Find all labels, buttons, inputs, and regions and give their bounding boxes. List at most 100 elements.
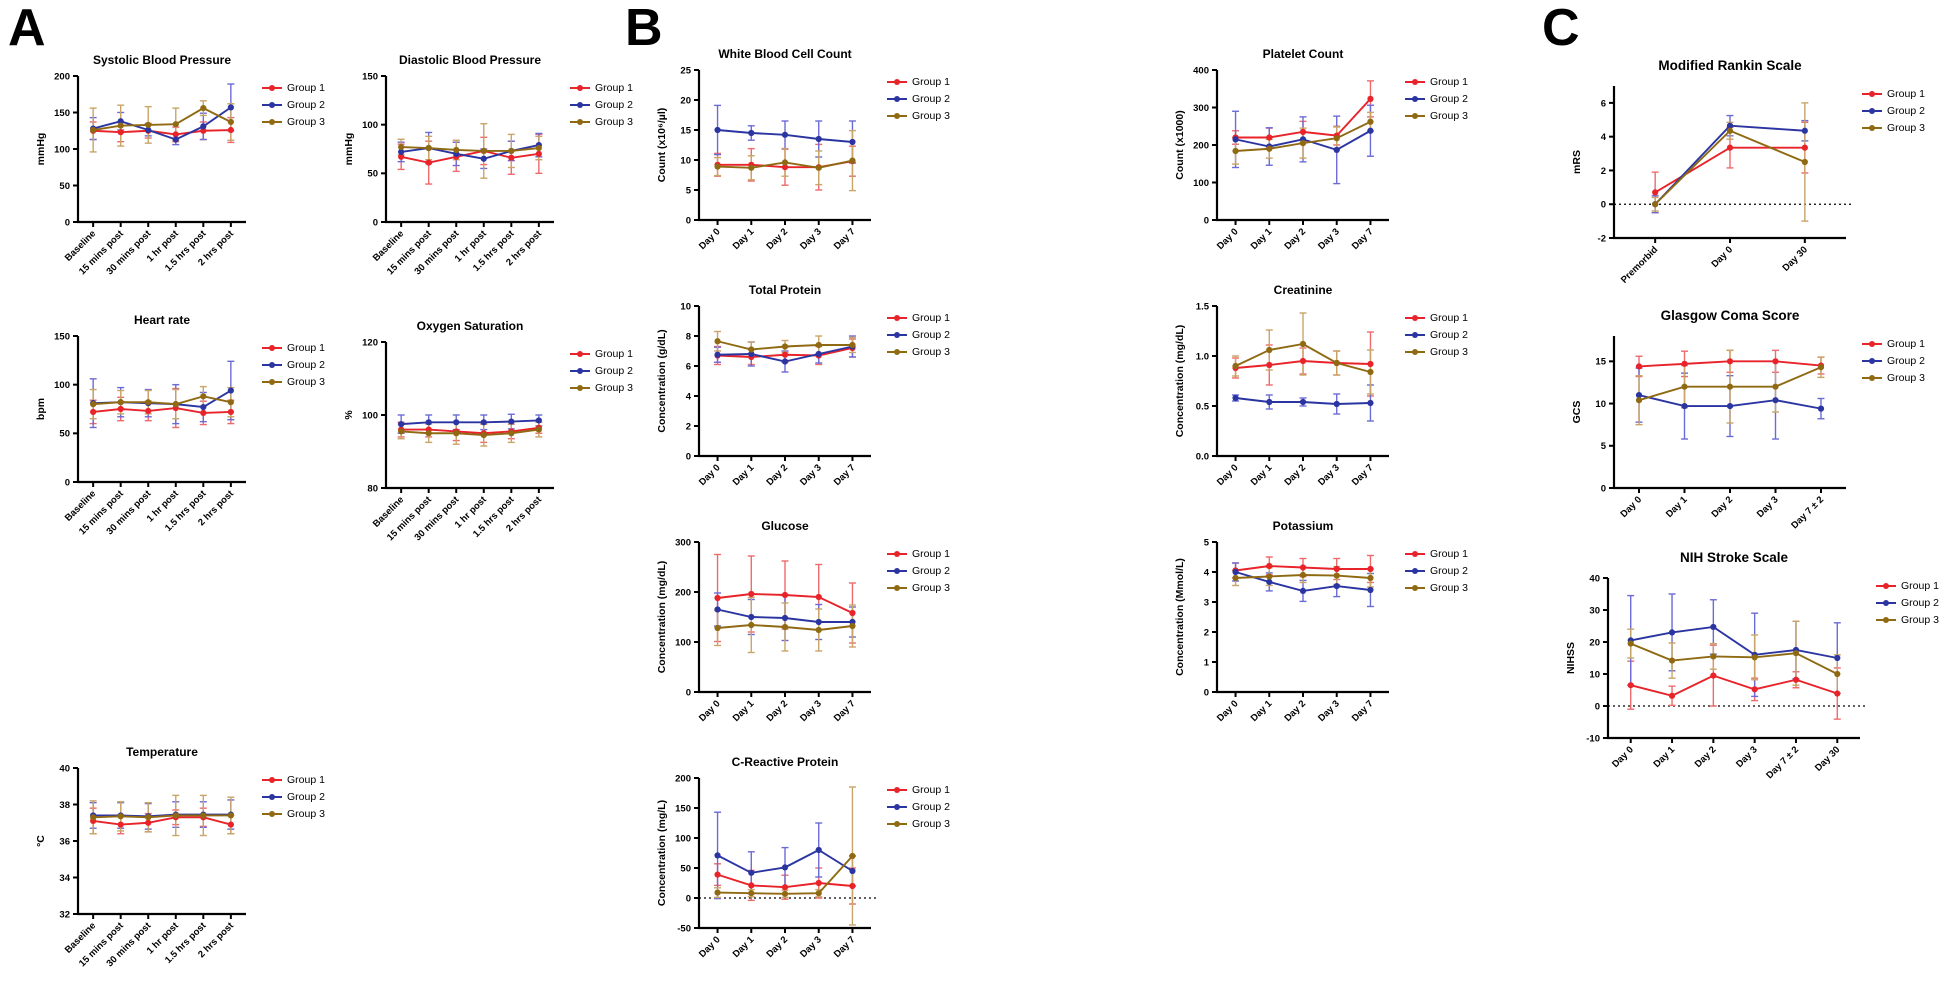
svg-text:0: 0 [1204, 215, 1209, 226]
svg-text:6: 6 [686, 361, 691, 372]
svg-text:100: 100 [675, 637, 691, 648]
legend-marker-icon [887, 567, 907, 575]
svg-text:150: 150 [54, 108, 70, 119]
legend-item: Group 2 [1405, 93, 1468, 105]
svg-text:Concentration (mg/L): Concentration (mg/L) [656, 800, 668, 906]
legend-marker-icon [570, 384, 590, 392]
legend-label: Group 3 [1430, 582, 1468, 594]
chart-canvas-b3: Total Protein 0 2 4 6 8 10 Concentration (g/dL)… [656, 283, 871, 488]
legend-item: Group 2 [262, 99, 325, 111]
legend-marker-icon [887, 95, 907, 103]
legend-label: Group 3 [912, 818, 950, 830]
legend-label: Group 2 [1430, 565, 1468, 577]
legend-item: Group 2 [262, 359, 325, 371]
legend-a1: Group 1 Group 2 Group 3 [262, 82, 325, 128]
svg-text:Day 0: Day 0 [1618, 494, 1644, 520]
svg-text:100: 100 [362, 410, 378, 421]
svg-text:150: 150 [362, 71, 378, 82]
svg-text:0: 0 [686, 451, 691, 462]
svg-text:Day 3: Day 3 [798, 462, 824, 488]
legend-a2: Group 1 Group 2 Group 3 [570, 82, 633, 128]
legend-item: Group 1 [887, 312, 950, 324]
svg-text:Day 3: Day 3 [1316, 226, 1342, 252]
legend-label: Group 3 [287, 808, 325, 820]
svg-text:36: 36 [59, 836, 70, 847]
chart-glucose: Glucose 0 100 200 300 Concentration (mg/dL) Da… [645, 516, 950, 764]
svg-text:400: 400 [1193, 65, 1209, 76]
legend-c2: Group 1 Group 2 Group 3 [1862, 338, 1925, 384]
svg-text:0: 0 [686, 215, 691, 226]
svg-text:Count (x10⁶/µl): Count (x10⁶/µl) [656, 108, 668, 182]
svg-text:Day 0: Day 0 [697, 226, 723, 252]
legend-marker-icon [887, 314, 907, 322]
svg-text:40: 40 [1589, 573, 1600, 584]
svg-text:Day 0: Day 0 [697, 934, 723, 960]
svg-text:Day 1: Day 1 [1249, 462, 1275, 488]
svg-text:300: 300 [675, 537, 691, 548]
legend-marker-icon [262, 101, 282, 109]
svg-text:Total Protein: Total Protein [749, 283, 821, 297]
svg-text:GCS: GCS [1571, 401, 1583, 424]
legend-label: Group 2 [287, 99, 325, 111]
svg-text:5: 5 [1601, 441, 1607, 452]
legend-marker-icon [1862, 124, 1882, 132]
legend-marker-icon [1862, 357, 1882, 365]
svg-text:Modified Rankin Scale: Modified Rankin Scale [1658, 58, 1802, 73]
svg-text:4: 4 [1601, 132, 1607, 143]
legend-label: Group 3 [1901, 614, 1939, 626]
svg-text:Day 1: Day 1 [731, 934, 757, 960]
legend-item: Group 2 [1405, 329, 1468, 341]
legend-item: Group 2 [262, 791, 325, 803]
chart-canvas-a2: Diastolic Blood Pressure050100150mmHgBas… [343, 53, 554, 277]
svg-text:5: 5 [686, 185, 692, 196]
svg-text:0: 0 [686, 687, 691, 698]
svg-text:34: 34 [59, 873, 70, 884]
svg-text:mRS: mRS [1571, 150, 1583, 174]
legend-item: Group 3 [1876, 614, 1939, 626]
svg-text:0: 0 [1601, 483, 1606, 494]
svg-text:4: 4 [1204, 567, 1210, 578]
chart-canvas-b6: Potassium 0 1 2 3 4 5 Concentration (Mmol/L) Day… [1174, 519, 1389, 724]
legend-marker-icon [262, 793, 282, 801]
svg-text:20: 20 [1589, 637, 1600, 648]
legend-marker-icon [262, 344, 282, 352]
svg-text:40: 40 [59, 763, 70, 774]
legend-item: Group 2 [1862, 355, 1925, 367]
chart-potassium: Potassium 0 1 2 3 4 5 Concentration (Mmol/L) Day… [1163, 516, 1468, 764]
legend-item: Group 1 [887, 548, 950, 560]
legend-label: Group 3 [1430, 110, 1468, 122]
legend-item: Group 1 [262, 774, 325, 786]
svg-text:Day 0: Day 0 [1709, 244, 1735, 270]
legend-label: Group 2 [287, 791, 325, 803]
svg-text:Day 1: Day 1 [1249, 698, 1275, 724]
svg-text:Glucose: Glucose [761, 519, 809, 533]
legend-label: Group 3 [287, 376, 325, 388]
legend-marker-icon [887, 584, 907, 592]
chart-canvas-b4: Creatinine 0.0 0.5 1.0 1.5 Concentration (mg/… [1174, 283, 1389, 488]
svg-text:32: 32 [59, 909, 70, 920]
chart-temperature: Temperature 32 34 36 38 40 °C Baseline 15 mins p… [28, 742, 325, 988]
legend-marker-icon [262, 810, 282, 818]
legend-marker-icon [1876, 616, 1896, 624]
svg-text:200: 200 [675, 773, 691, 784]
svg-text:Oxygen Saturation: Oxygen Saturation [417, 319, 524, 333]
svg-text:Day 0: Day 0 [1215, 698, 1241, 724]
legend-label: Group 1 [1430, 76, 1468, 88]
svg-text:Premorbid: Premorbid [1619, 244, 1661, 286]
svg-text:0: 0 [1204, 687, 1209, 698]
panel-c-label: C [1542, 0, 1580, 57]
svg-text:Day 30: Day 30 [1781, 244, 1810, 273]
legend-marker-icon [887, 78, 907, 86]
svg-text:Heart rate: Heart rate [134, 313, 190, 327]
legend-b3: Group 1 Group 2 Group 3 [887, 312, 950, 358]
svg-text:150: 150 [54, 331, 70, 342]
legend-item: Group 2 [887, 801, 950, 813]
svg-text:White Blood Cell Count: White Blood Cell Count [718, 47, 851, 61]
panel-b-label: B [625, 0, 663, 57]
svg-text:10: 10 [680, 155, 691, 166]
chart-canvas-b2: Platelet Count 0 100 200 300 400 Count (x1000)… [1174, 47, 1389, 252]
svg-text:80: 80 [367, 483, 378, 494]
svg-text:Concentration (mg/dL): Concentration (mg/dL) [1174, 325, 1186, 438]
legend-label: Group 1 [287, 342, 325, 354]
